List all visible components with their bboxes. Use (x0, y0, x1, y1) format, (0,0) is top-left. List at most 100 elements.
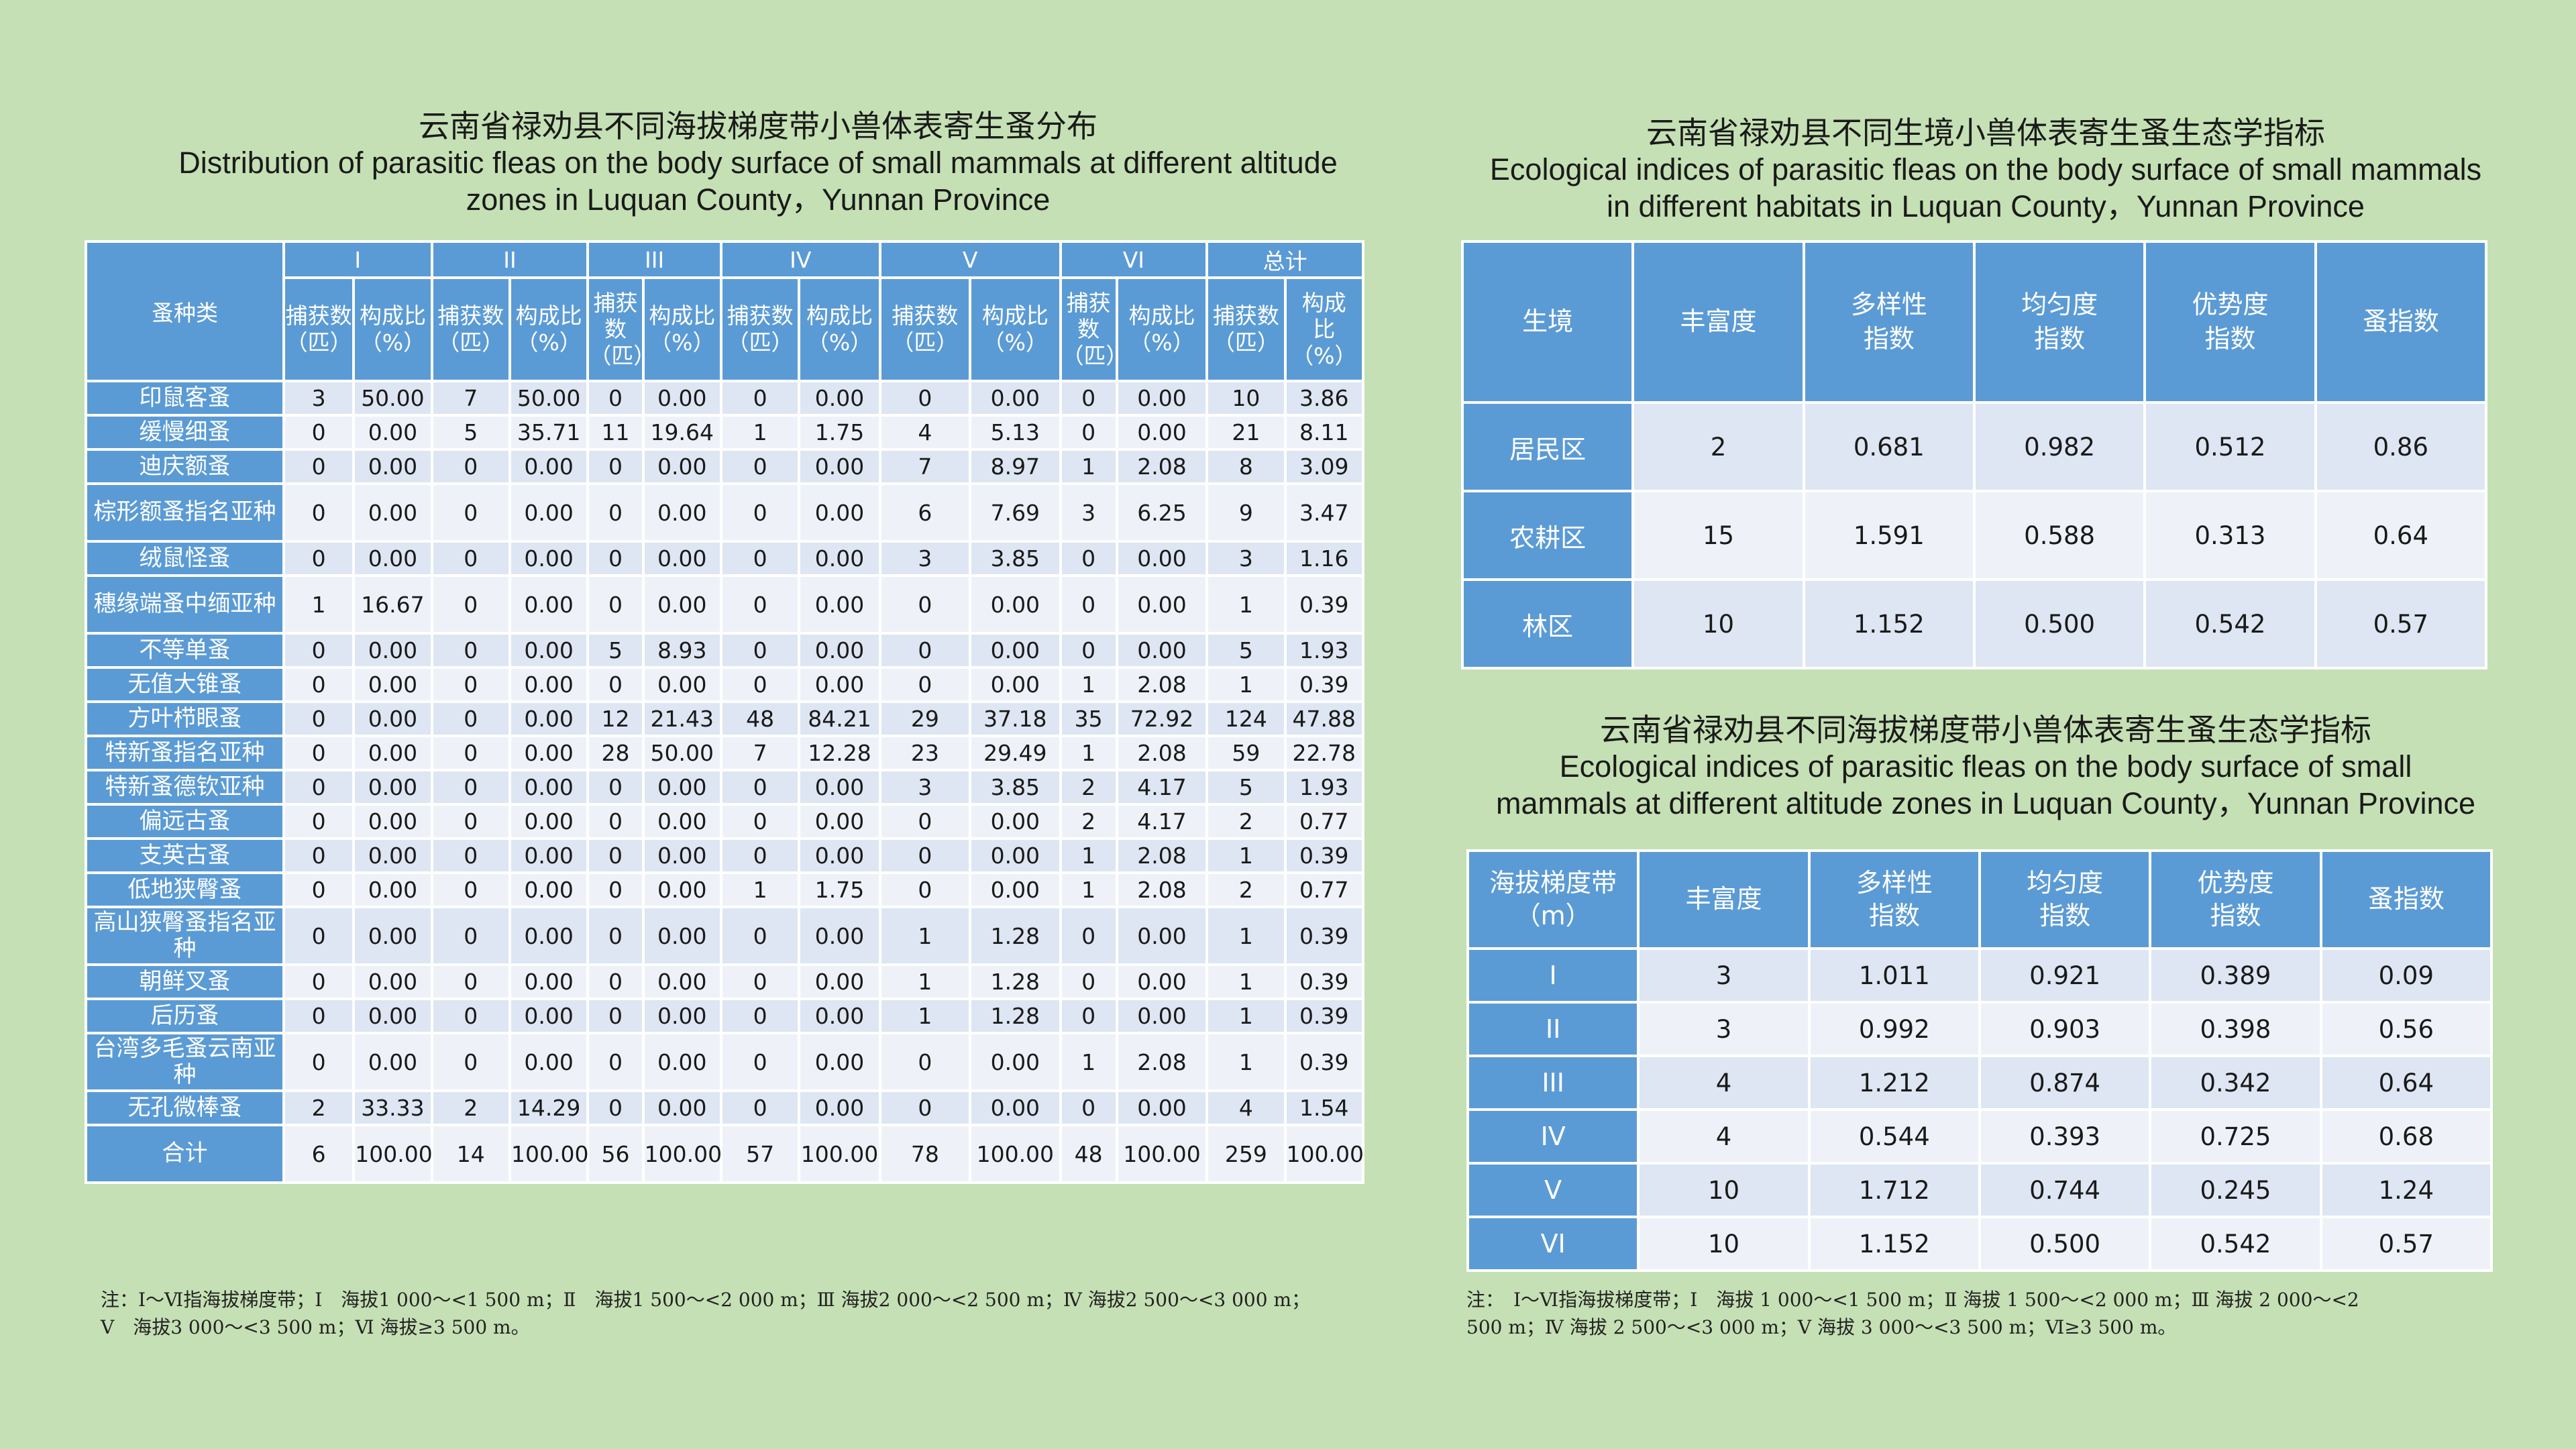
table-cell: 0 (589, 771, 642, 803)
table-cell: 0.00 (800, 543, 879, 574)
table-cell: 0 (722, 485, 798, 540)
table-cell: 0 (1061, 417, 1116, 448)
table-cell: 3 (881, 771, 969, 803)
table-cell: 0.00 (800, 382, 879, 414)
table-cell: 0.00 (511, 806, 587, 837)
count-header: 捕获数（匹） (1061, 279, 1128, 380)
species-header: 蚤种类 (87, 243, 282, 380)
left-table-title: 云南省禄劝县不同海拔梯度带小兽体表寄生蚤分布 Distribution of p… (74, 107, 1442, 219)
header-line: 捕获数 (285, 303, 352, 329)
table-cell: 72.92 (1118, 703, 1206, 735)
zone-header: IV (722, 243, 879, 276)
table-cell: 2 (1634, 404, 1803, 490)
row-header: II (1469, 1004, 1638, 1055)
table-cell: 0.57 (2322, 1218, 2490, 1269)
table-cell: 2 (1208, 874, 1284, 906)
table-cell: 0.00 (971, 669, 1059, 700)
table-cell: 1 (881, 908, 969, 963)
species-name: 朝鲜叉蚤 (87, 966, 282, 998)
ratio-header: 构成比（%） (644, 279, 720, 380)
table-cell: 84.21 (800, 703, 879, 735)
table-cell: 57 (722, 1126, 798, 1181)
table-cell: 78 (881, 1126, 969, 1181)
table-cell: 4.17 (1118, 771, 1206, 803)
table-cell: 2.08 (1118, 840, 1206, 871)
table-cell: 0 (881, 806, 969, 837)
table-cell: 1 (1208, 908, 1284, 963)
table-cell: 0.00 (511, 1034, 587, 1089)
table-cell: 0.00 (511, 874, 587, 906)
table-cell: 2.08 (1118, 1034, 1206, 1089)
table-cell: 0 (284, 543, 353, 574)
table-cell: 14.29 (511, 1092, 587, 1124)
header-line: 捕获数 (892, 303, 959, 329)
table-cell: 0.00 (1118, 543, 1206, 574)
table-cell: 0.00 (1118, 577, 1206, 632)
table-cell: 0 (589, 966, 642, 998)
table-cell: 0.00 (355, 485, 431, 540)
table-cell: 0 (433, 806, 508, 837)
left-footnote-line-1: 注：Ⅰ～Ⅵ指海拔梯度带；Ⅰ 海拔1 000～<1 500 m；Ⅱ 海拔1 500… (101, 1289, 1311, 1311)
table-cell: 0.00 (1118, 966, 1206, 998)
table-cell: 4 (1208, 1092, 1284, 1124)
table-row: 不等单蚤 0 0.00 0 0.00 5 8.93 0 0.00 0 0.00 0 0.00 5 1.93 (87, 635, 1362, 666)
table-cell: 28 (589, 737, 642, 769)
table-cell: 259 (1208, 1126, 1284, 1181)
species-name: 无值大锥蚤 (87, 669, 282, 700)
header-line: 多样性 (1856, 867, 1933, 898)
table-row: 居民区 2 0.681 0.982 0.512 0.86 (1464, 404, 2485, 490)
table-cell: 0 (722, 771, 798, 803)
ratio-header: 构成比（%） (971, 279, 1059, 380)
table-cell: 0.342 (2151, 1057, 2320, 1108)
table-cell: 1.93 (1286, 771, 1362, 803)
table-cell: 5 (1208, 635, 1284, 666)
table-cell: 0 (1061, 1092, 1116, 1124)
table-cell: 1 (881, 966, 969, 998)
table-row: IV 4 0.544 0.393 0.725 0.68 (1469, 1111, 2490, 1162)
zone-header: 总计 (1208, 243, 1362, 276)
right-footnote: 注： Ⅰ～Ⅵ指海拔梯度带；Ⅰ 海拔 1 000～<1 500 m；Ⅱ 海拔 1 … (1466, 1287, 2513, 1341)
species-name: 印鼠客蚤 (87, 382, 282, 414)
left-title-cn: 云南省禄劝县不同海拔梯度带小兽体表寄生蚤分布 (419, 108, 1097, 144)
table-cell: 0.874 (1980, 1057, 2149, 1108)
table-cell: 0 (433, 840, 508, 871)
header-line: （匹） (1212, 329, 1279, 356)
header-line: （%） (982, 329, 1048, 356)
table-cell: 0.00 (355, 966, 431, 998)
table-row: 合计 6 100.00 14 100.00 56 100.00 57 100.00 78 100.0… (87, 1126, 1364, 1181)
header-line: 指数 (1863, 324, 1915, 354)
table-cell: 0.00 (355, 1034, 431, 1089)
table-cell: 0 (722, 1034, 798, 1089)
table-cell: 3.85 (971, 771, 1059, 803)
species-name: 支英古蚤 (87, 840, 282, 871)
table-cell: 9 (1208, 485, 1284, 540)
table-cell: 0 (433, 874, 508, 906)
species-name: 特新蚤指名亚种 (87, 737, 282, 769)
table-cell: 3.86 (1286, 382, 1362, 414)
table-cell: 0.00 (800, 1000, 879, 1032)
table-row: 棕形额蚤指名亚种 0 0.00 0 0.00 0 0.00 0 0.00 6 7.69 3 6.25 9 3… (87, 485, 1362, 540)
header-line: （匹） (285, 329, 352, 356)
table-cell: 10 (1640, 1218, 1808, 1269)
table-cell: 14 (433, 1126, 508, 1181)
table-cell: 0.00 (1118, 635, 1206, 666)
table-cell: 19.64 (644, 417, 720, 448)
table-cell: 0 (589, 451, 642, 482)
table-cell: 0.00 (1118, 382, 1206, 414)
table-row: 后历蚤 0 0.00 0 0.00 0 0.00 0 0.00 1 1.28 0 0.00 1 0.39 (87, 1000, 1362, 1032)
table-row: 缓慢细蚤 0 0.00 5 35.71 11 19.64 1 1.75 4 5.13 0 0.00 21 8… (87, 417, 1362, 448)
table-cell: 0.39 (1286, 669, 1362, 700)
table-cell: 0.00 (644, 1000, 720, 1032)
header-line: 指数 (2210, 901, 2261, 930)
header-line: （%） (649, 329, 715, 356)
altitude-title-en-2: mammals at different altitude zones in L… (1495, 786, 2476, 820)
header-line: 捕获数 (727, 303, 794, 329)
table-cell: 0 (589, 577, 642, 632)
ratio-header: 构成比（%） (1118, 279, 1206, 380)
table-cell: 0.00 (644, 840, 720, 871)
table-cell: 0.68 (2322, 1111, 2490, 1162)
table-cell: 0.00 (800, 966, 879, 998)
table-cell: 1 (1208, 1000, 1284, 1032)
table-cell: 0.57 (2316, 581, 2485, 667)
table-row: 特新蚤德钦亚种 0 0.00 0 0.00 0 0.00 0 0.00 3 3.85 2 4.17 5 1.… (87, 771, 1362, 803)
